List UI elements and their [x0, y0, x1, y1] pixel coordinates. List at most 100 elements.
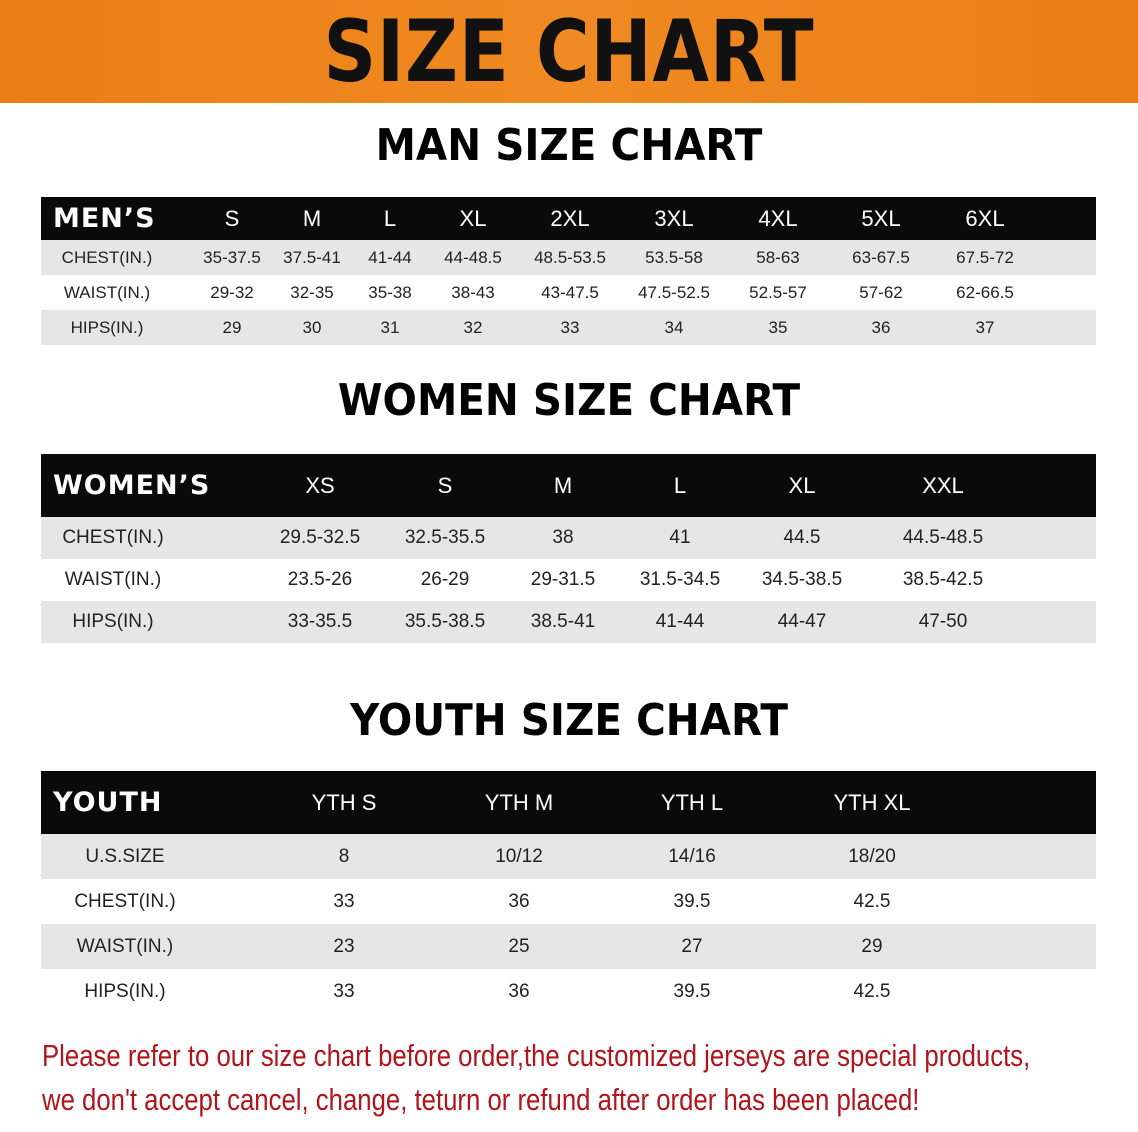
- table-cell: 35.5-38.5: [404, 611, 486, 632]
- table-cell: 44.5-48.5: [902, 527, 984, 548]
- table-cell: 37: [975, 317, 995, 337]
- table-cell: 67.5-72: [956, 247, 1014, 267]
- size-header-cell: XL: [788, 472, 816, 498]
- table-cell: 39.5: [673, 980, 711, 1002]
- table-cell: 53.5-58: [645, 247, 703, 267]
- table-cell: 29: [222, 317, 242, 337]
- size-header-cell: XXL: [922, 472, 964, 498]
- table-cell: 36: [871, 317, 891, 337]
- size-header-cell: 4XL: [758, 205, 798, 231]
- table-cell: 14/16: [668, 845, 716, 867]
- table-cell: 33: [333, 980, 355, 1002]
- table-cell: 44.5: [783, 527, 821, 548]
- table-cell: 35-37.5: [203, 247, 261, 267]
- table-cell: 32: [463, 317, 483, 337]
- table-cell: 41-44: [368, 247, 412, 267]
- table-cell: 47-50: [918, 611, 968, 632]
- table-row: U.S.SIZE 8 10/12 14/16 18/20: [41, 834, 1096, 879]
- measure-label-cell: WAIST(IN.): [64, 569, 162, 590]
- table-cell: 38.5-41: [530, 611, 596, 632]
- table-cell: 58-63: [756, 247, 800, 267]
- table-cell: 29-32: [210, 282, 254, 302]
- size-header-cell: YTH L: [660, 789, 724, 815]
- table-row: CHEST(IN.) 33 36 39.5 42.5: [41, 879, 1096, 924]
- measure-label-cell: WAIST(IN.): [76, 935, 174, 957]
- women-section-title: WOMEN SIZE CHART: [337, 375, 801, 426]
- size-header-cell: S: [437, 472, 453, 498]
- table-cell: 36: [508, 890, 530, 912]
- measure-label-cell: HIPS(IN.): [84, 980, 166, 1002]
- table-cell: 63-67.5: [852, 247, 910, 267]
- notice-line-1: Please refer to our size chart before or…: [42, 1038, 1031, 1073]
- size-header-cell: YTH XL: [833, 789, 911, 815]
- table-cell: 25: [508, 935, 530, 957]
- youth-section-title: YOUTH SIZE CHART: [350, 695, 788, 746]
- size-header-cell: L: [673, 472, 687, 498]
- size-header-cell: 6XL: [965, 205, 1005, 231]
- table-cell: 23: [333, 935, 355, 957]
- measure-label-cell: WAIST(IN.): [63, 282, 151, 302]
- table-cell: 41: [669, 527, 691, 548]
- measure-label-cell: CHEST(IN.): [62, 527, 164, 548]
- table-cell: 38: [552, 527, 574, 548]
- size-header-cell: YTH S: [311, 789, 377, 815]
- men-size-table: MEN’S S M L XL 2XL 3XL 4XL 5XL 6XL CHEST(IN.) 35-37…: [41, 197, 1096, 345]
- table-row: HIPS(IN.) 33 36 39.5 42.5: [41, 969, 1096, 1014]
- table-cell: 48.5-53.5: [534, 247, 606, 267]
- size-header-cell: 3XL: [654, 205, 694, 231]
- table-cell: 31: [380, 317, 400, 337]
- table-cell: 33: [560, 317, 580, 337]
- table-cell: 33-35.5: [287, 611, 353, 632]
- men-section-title: MAN SIZE CHART: [375, 120, 763, 171]
- size-header-cell: XL: [459, 205, 487, 231]
- measure-label-cell: U.S.SIZE: [85, 845, 165, 867]
- table-cell: 34: [664, 317, 684, 337]
- table-cell: 18/20: [848, 845, 896, 867]
- table-cell: 37.5-41: [283, 247, 341, 267]
- size-header-cell: XS: [305, 472, 335, 498]
- size-header-cell: YTH M: [484, 789, 554, 815]
- table-cell: 36: [508, 980, 530, 1002]
- table-row: CHEST(IN.) 29.5-32.5 32.5-35.5 38 41 44.5 44.5…: [41, 517, 1096, 559]
- table-cell: 52.5-57: [749, 282, 807, 302]
- table-row: WAIST(IN.) 29-32 32-35 35-38 38-43 43-47.5 47.…: [41, 275, 1096, 310]
- table-cell: 38-43: [451, 282, 495, 302]
- table-cell: 8: [338, 845, 350, 867]
- size-chart-banner: SIZE CHART: [0, 0, 1138, 103]
- banner-title: SIZE CHART: [323, 2, 815, 102]
- table-title-cell: YOUTH: [53, 787, 163, 818]
- size-header-cell: 2XL: [550, 205, 590, 231]
- table-cell: 27: [681, 935, 703, 957]
- table-cell: 43-47.5: [541, 282, 599, 302]
- notice-line-2: we don't accept cancel, change, teturn o…: [42, 1082, 920, 1117]
- table-cell: 29: [861, 935, 883, 957]
- measure-label-cell: HIPS(IN.): [70, 317, 144, 337]
- table-cell: 33: [333, 890, 355, 912]
- table-title-cell: MEN’S: [53, 203, 156, 234]
- size-header-cell: M: [302, 205, 322, 231]
- measure-label-cell: CHEST(IN.): [61, 247, 153, 267]
- measure-label-cell: CHEST(IN.): [74, 890, 176, 912]
- table-cell: 29-31.5: [530, 569, 596, 590]
- size-header-cell: L: [383, 205, 397, 231]
- table-cell: 41-44: [655, 611, 705, 632]
- size-header-cell: 5XL: [861, 205, 901, 231]
- table-header-row: MEN’S S M L XL 2XL 3XL 4XL 5XL 6XL: [41, 197, 1096, 240]
- table-cell: 29.5-32.5: [279, 527, 361, 548]
- table-cell: 44-47: [777, 611, 827, 632]
- youth-size-table: YOUTH YTH S YTH M YTH L YTH XL U.S.SIZE 8 10/12…: [41, 771, 1096, 1014]
- table-cell: 23.5-26: [287, 569, 353, 590]
- table-row: HIPS(IN.) 33-35.5 35.5-38.5 38.5-41 41-44 44-…: [41, 601, 1096, 643]
- table-cell: 44-48.5: [444, 247, 502, 267]
- table-row: WAIST(IN.) 23.5-26 26-29 29-31.5 31.5-34.5 34…: [41, 559, 1096, 601]
- table-cell: 10/12: [495, 845, 543, 867]
- table-header-row: YOUTH YTH S YTH M YTH L YTH XL: [41, 771, 1096, 834]
- table-cell: 26-29: [420, 569, 470, 590]
- table-cell: 35-38: [368, 282, 412, 302]
- table-row: HIPS(IN.) 29 30 31 32 33 34 35 36 37: [41, 310, 1096, 345]
- table-cell: 30: [302, 317, 322, 337]
- table-title-cell: WOMEN’S: [53, 470, 211, 501]
- size-header-cell: S: [224, 205, 240, 231]
- table-cell: 47.5-52.5: [638, 282, 710, 302]
- measure-label-cell: HIPS(IN.): [72, 611, 154, 632]
